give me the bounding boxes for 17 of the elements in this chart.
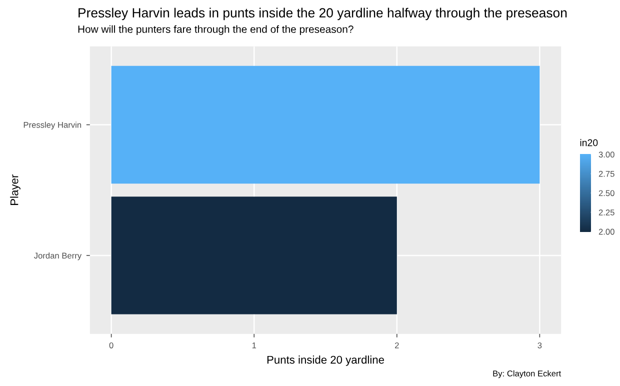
x-tick-label: 3 [538, 342, 542, 348]
y-tick-label: Jordan Berry [34, 252, 82, 260]
color-bar-label: 2.50 [598, 190, 614, 196]
x-tick-label: 0 [109, 342, 114, 348]
chart-title: Pressley Harvin leads in punts inside the 20 yardline halfway through the preseason [78, 8, 567, 20]
color-bar-title: in20 [580, 139, 598, 146]
color-bar-label: 2.75 [598, 170, 614, 177]
y-tick-label: Pressley Harvin [24, 122, 82, 130]
chart-subtitle: How will the punters fare through the end of the preseason? [78, 25, 354, 35]
x-axis-title: Punts inside 20 yardline [267, 356, 384, 366]
color-bar-label: 3.00 [598, 152, 614, 158]
color-bar-label: 2.00 [598, 228, 614, 235]
text: By: Clayton Eckert [493, 370, 562, 378]
y-axis-title: Player [10, 174, 20, 205]
x-tick-label: 2 [394, 342, 399, 348]
color-bar-label: 2.25 [598, 210, 614, 216]
x-tick-label: 1 [252, 342, 256, 348]
